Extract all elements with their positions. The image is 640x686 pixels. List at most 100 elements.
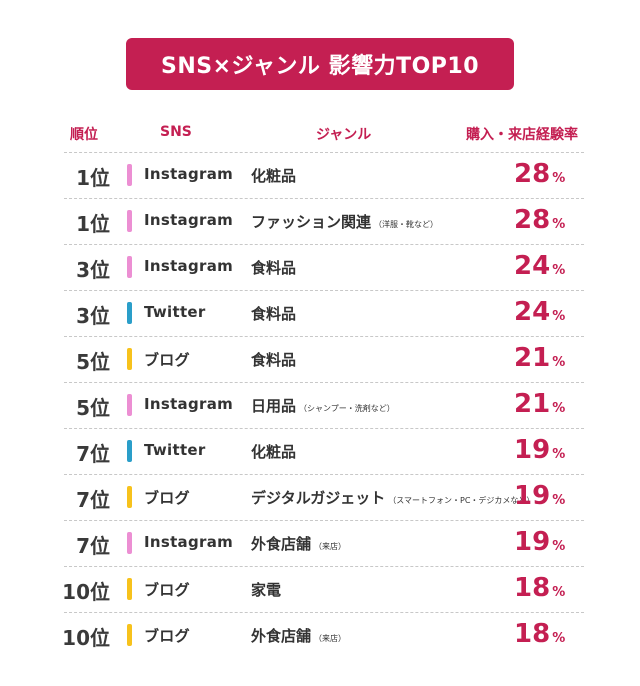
rate-unit: % (552, 401, 566, 416)
genre-label: 食料品 (251, 349, 296, 370)
row-divider (64, 520, 584, 521)
rank-label: 7位 (76, 488, 110, 512)
sns-name: Instagram (144, 165, 234, 183)
rate-value: 19% (514, 527, 565, 557)
genre-note: （来店） (314, 542, 347, 551)
rate-value: 18% (514, 573, 565, 603)
genre-note: （シャンプー・洗剤など） (299, 404, 395, 413)
rate-unit: % (552, 263, 566, 278)
rate-unit: % (552, 447, 566, 462)
row-divider (64, 198, 584, 199)
genre-label: 食料品 (251, 257, 296, 278)
header-rate: 購入・来店経験率 (466, 127, 578, 143)
genre-name: 食料品 (251, 259, 297, 277)
rate-unit: % (552, 217, 566, 232)
sns-name: Instagram (144, 211, 234, 229)
row-divider (64, 566, 584, 567)
row-divider (64, 336, 584, 337)
row-divider (64, 428, 584, 429)
rate-unit: % (552, 171, 566, 186)
rate-number: 24 (514, 251, 551, 281)
sns-name: Instagram (144, 395, 234, 413)
rate-value: 19% (514, 481, 565, 511)
rate-value: 21% (514, 389, 565, 419)
rate-value: 28% (514, 205, 565, 235)
rate-value: 19% (514, 435, 565, 465)
rank-label: 10位 (62, 580, 110, 604)
genre-label: 食料品 (251, 303, 296, 324)
table-row: 3位 Twitter 食料品 24% (0, 290, 640, 336)
genre-name: デジタルガジェット (251, 489, 386, 507)
header-sns: SNS (160, 124, 192, 140)
sns-color-marker (127, 256, 132, 278)
sns-color-marker (127, 440, 132, 462)
rate-number: 28 (514, 159, 551, 189)
rate-number: 28 (514, 205, 551, 235)
rate-number: 24 (514, 297, 551, 327)
rate-unit: % (552, 355, 566, 370)
table-row: 7位 Twitter 化粧品 19% (0, 428, 640, 474)
sns-color-marker (127, 578, 132, 600)
rate-unit: % (552, 309, 566, 324)
sns-color-marker (127, 624, 132, 646)
sns-color-marker (127, 394, 132, 416)
sns-color-marker (127, 348, 132, 370)
genre-label: 化粧品 (251, 165, 296, 186)
rate-number: 21 (514, 389, 551, 419)
table-row: 3位 Instagram 食料品 24% (0, 244, 640, 290)
genre-name: 外食店舗 (251, 535, 312, 553)
rank-label: 1位 (76, 212, 110, 236)
genre-label: デジタルガジェット （スマートフォン・PC・デジカメなど） (251, 487, 534, 508)
table-row: 1位 Instagram ファッション関連 （洋服・靴など） 28% (0, 198, 640, 244)
title-banner: SNS×ジャンル 影響力TOP10 (126, 38, 514, 90)
row-divider (64, 152, 584, 153)
table-row: 10位 ブログ 家電 18% (0, 566, 640, 612)
rate-unit: % (552, 585, 566, 600)
genre-name: 化粧品 (251, 443, 297, 461)
sns-name: ブログ (144, 627, 190, 645)
rate-number: 19 (514, 481, 551, 511)
table-row: 1位 Instagram 化粧品 28% (0, 152, 640, 198)
rate-number: 19 (514, 435, 551, 465)
rank-label: 3位 (76, 304, 110, 328)
genre-label: ファッション関連 （洋服・靴など） (251, 211, 438, 232)
sns-name: Twitter (144, 441, 206, 459)
sns-color-marker (127, 164, 132, 186)
rate-number: 19 (514, 527, 551, 557)
table-row: 5位 ブログ 食料品 21% (0, 336, 640, 382)
sns-name: ブログ (144, 489, 190, 507)
genre-note: （スマートフォン・PC・デジカメなど） (388, 496, 535, 505)
header-rank: 順位 (70, 127, 98, 143)
rank-label: 5位 (76, 350, 110, 374)
rate-unit: % (552, 539, 566, 554)
sns-color-marker (127, 302, 132, 324)
sns-name: ブログ (144, 351, 190, 369)
genre-label: 日用品 （シャンプー・洗剤など） (251, 395, 395, 416)
genre-name: 食料品 (251, 351, 297, 369)
genre-name: 日用品 (251, 397, 297, 415)
rank-label: 1位 (76, 166, 110, 190)
genre-name: ファッション関連 (251, 213, 372, 231)
rate-number: 21 (514, 343, 551, 373)
sns-color-marker (127, 210, 132, 232)
sns-name: Twitter (144, 303, 206, 321)
table-row: 10位 ブログ 外食店舗 （来店） 18% (0, 612, 640, 658)
chart-title: SNS×ジャンル 影響力TOP10 (160, 54, 480, 79)
table-row: 7位 Instagram 外食店舗 （来店） 19% (0, 520, 640, 566)
genre-note: （来店） (314, 634, 347, 643)
rate-value: 18% (514, 619, 565, 649)
sns-name: Instagram (144, 533, 234, 551)
genre-label: 外食店舗 （来店） (251, 625, 346, 646)
genre-label: 家電 (251, 579, 281, 600)
genre-note: （洋服・靴など） (374, 220, 439, 229)
row-divider (64, 474, 584, 475)
rate-value: 24% (514, 251, 565, 281)
rank-label: 3位 (76, 258, 110, 282)
sns-color-marker (127, 486, 132, 508)
rate-unit: % (552, 631, 566, 646)
genre-label: 外食店舗 （来店） (251, 533, 346, 554)
table-row: 5位 Instagram 日用品 （シャンプー・洗剤など） 21% (0, 382, 640, 428)
rate-value: 21% (514, 343, 565, 373)
rate-number: 18 (514, 619, 551, 649)
row-divider (64, 612, 584, 613)
